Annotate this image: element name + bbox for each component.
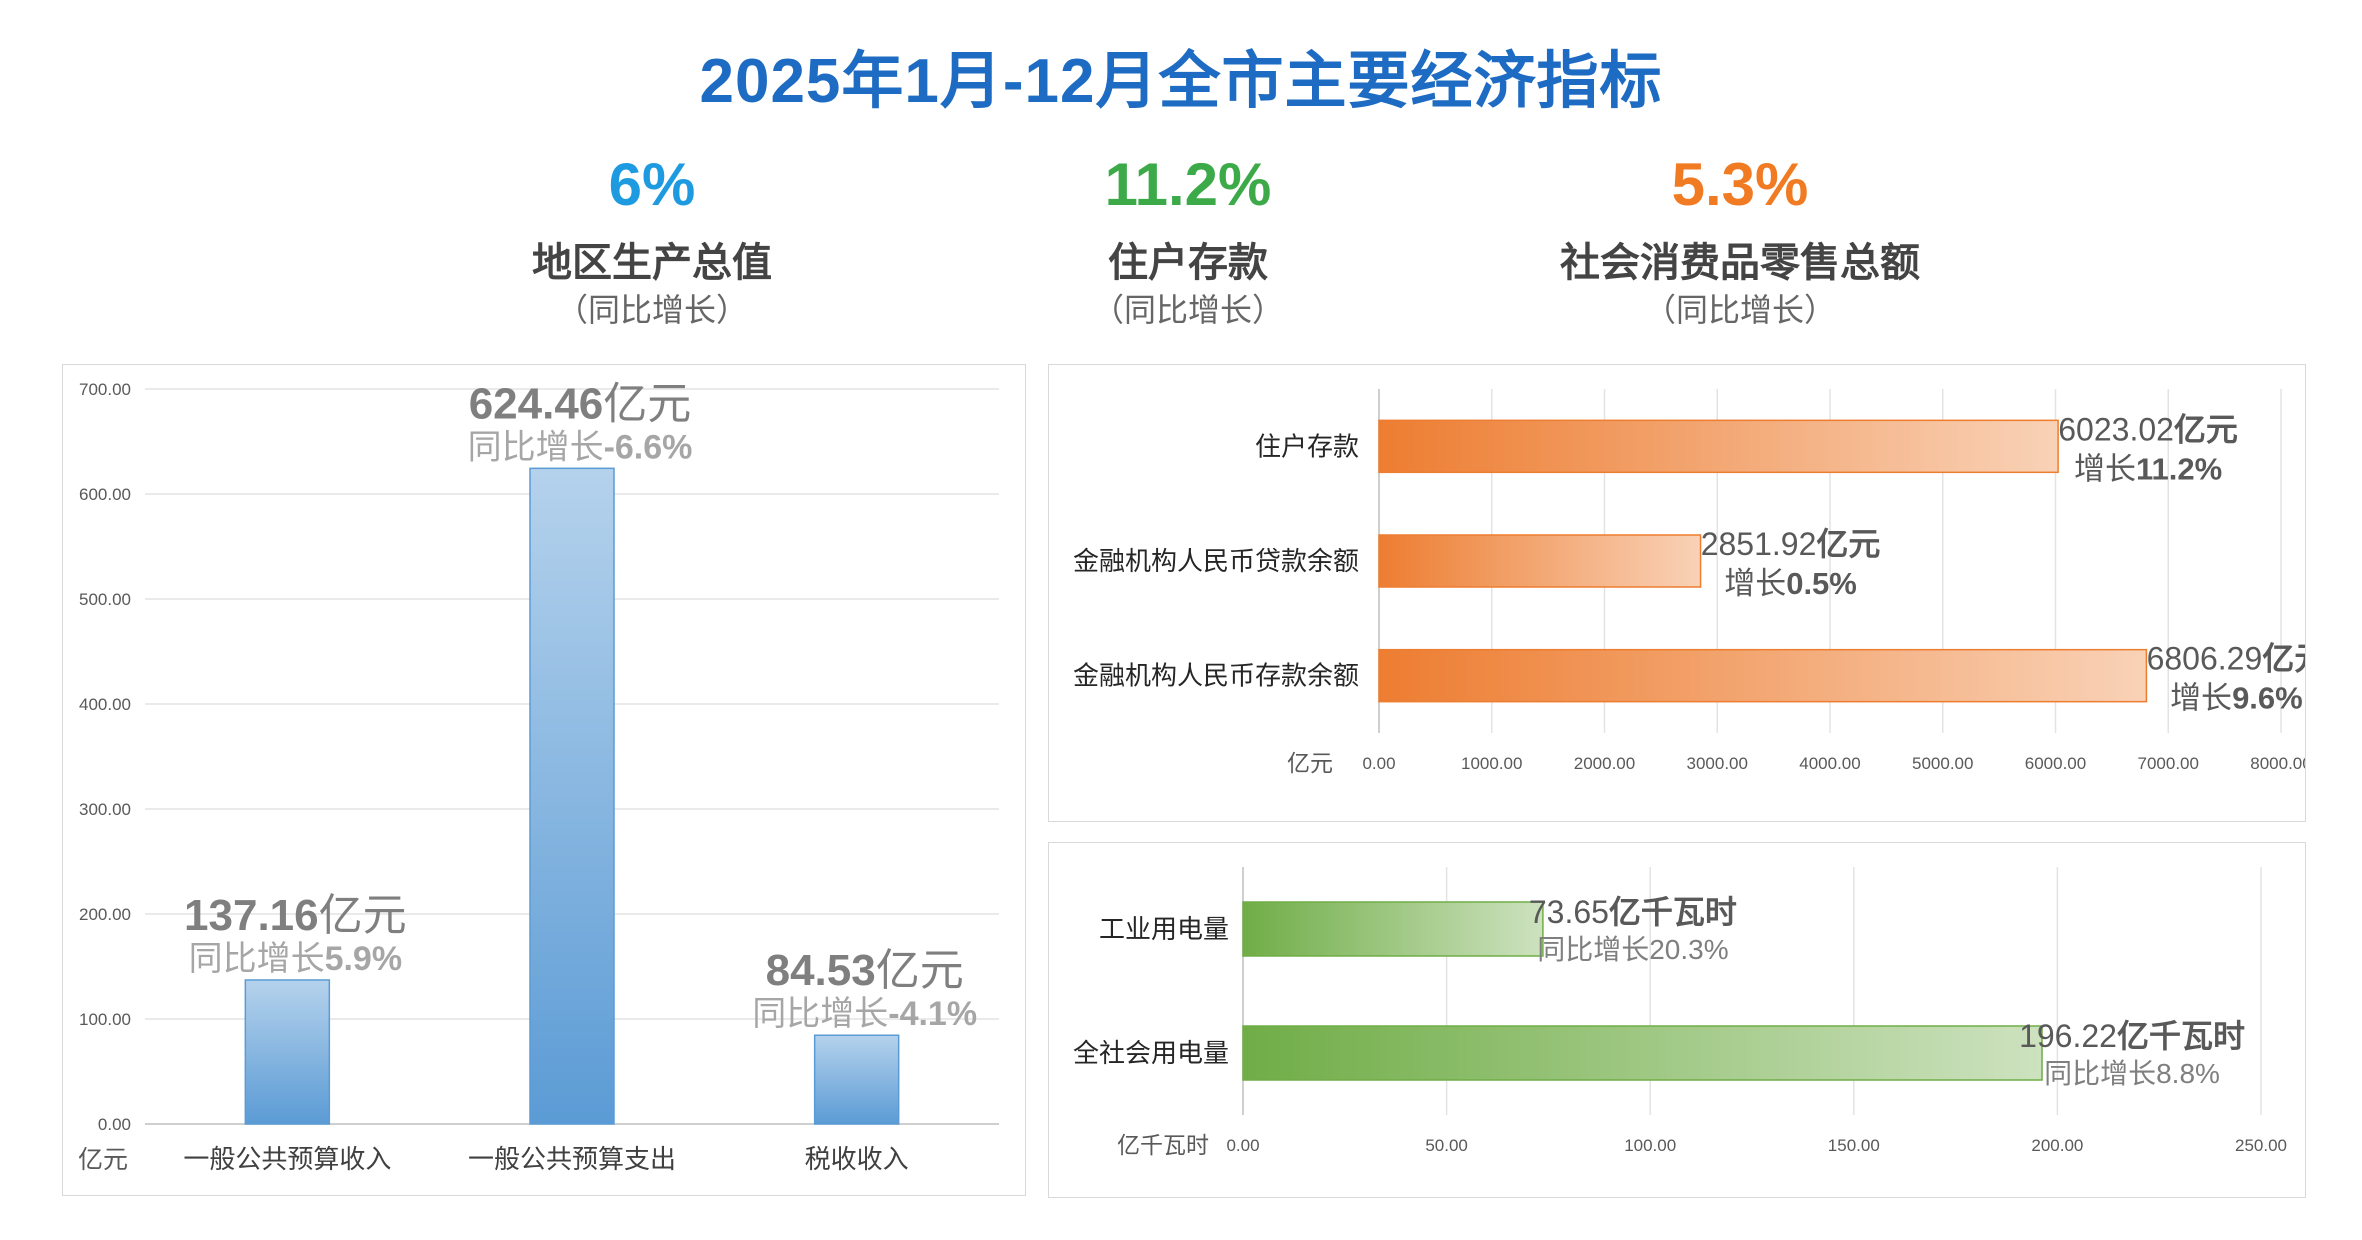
x-tick-label: 150.00: [1828, 1136, 1880, 1155]
y-tick-label: 全社会用电量: [1073, 1038, 1229, 1068]
kpi-name: 住户存款: [1108, 241, 1268, 285]
bar: [1378, 534, 1702, 588]
y-tick-label: 金融机构人民币存款余额: [1073, 661, 1359, 691]
kpi-note: （同比增长）: [1643, 292, 1836, 328]
data-label-growth: 同比增长5.9%: [189, 940, 402, 978]
bar: [813, 1034, 900, 1125]
x-tick-label: 6000.00: [2025, 754, 2086, 773]
x-tick-label: 税收收入: [805, 1144, 909, 1174]
kpi-gdp: 6% 地区生产总值 （同比增长）: [372, 150, 932, 330]
data-label-growth: 同比增长-6.6%: [468, 428, 693, 466]
data-label-value: 196.22亿千瓦时: [2019, 1018, 2245, 1054]
budget-bar-chart: 0.00 100.00 200.00 300.00 400.00 500.00 600.00…: [78, 379, 999, 1174]
kpi-name: 社会消费品零售总额: [1560, 241, 1920, 285]
data-label-growth: 同比增长-4.1%: [752, 995, 977, 1033]
kpi-note: （同比增长）: [1091, 292, 1284, 328]
kpi-household-deposits: 11.2% 住户存款 （同比增长）: [908, 150, 1468, 330]
y-tick-label: 200.00: [79, 905, 131, 924]
electricity-chart-panel: 0.00 50.00 100.00 150.00 200.00 250.00 亿千瓦时 工业用…: [1048, 842, 2306, 1198]
x-tick-label: 一般公共预算收入: [183, 1144, 391, 1174]
data-label-growth: 增长0.5%: [1724, 566, 1857, 601]
data-label-value: 6023.02亿元: [2058, 411, 2238, 447]
bar: [1242, 1025, 2043, 1081]
bar: [244, 979, 331, 1125]
bar: [1378, 648, 2148, 703]
x-tick-label: 0.00: [1226, 1136, 1259, 1155]
data-label-value: 137.16亿元: [184, 891, 407, 940]
bar: [1378, 419, 2059, 474]
x-tick-label: 0.00: [1362, 754, 1395, 773]
x-tick-label: 200.00: [2031, 1136, 2083, 1155]
x-axis-unit-label: 亿千瓦时: [1117, 1132, 1209, 1158]
x-tick-label: 50.00: [1425, 1136, 1468, 1155]
data-label-growth: 同比增长8.8%: [2044, 1058, 2220, 1089]
y-tick-label: 金融机构人民币贷款余额: [1073, 546, 1359, 576]
bar: [529, 467, 615, 1125]
data-label-value: 2851.92亿元: [1701, 526, 1881, 562]
x-tick-label: 5000.00: [1912, 754, 1973, 773]
x-axis-unit-label: 亿元: [1287, 750, 1333, 776]
y-tick-label: 600.00: [79, 485, 131, 504]
x-tick-label: 1000.00: [1461, 754, 1522, 773]
data-label-growth: 增长9.6%: [2170, 681, 2303, 716]
x-tick-label: 250.00: [2235, 1136, 2287, 1155]
x-tick-label: 2000.00: [1574, 754, 1635, 773]
y-tick-label: 400.00: [79, 695, 131, 714]
y-axis-unit-label: 亿元: [78, 1146, 128, 1174]
x-tick-label: 一般公共预算支出: [468, 1144, 676, 1174]
electricity-bar-chart: 0.00 50.00 100.00 150.00 200.00 250.00 亿千瓦时 工业用…: [1073, 867, 2287, 1158]
x-tick-label: 3000.00: [1687, 754, 1748, 773]
x-tick-label: 4000.00: [1799, 754, 1860, 773]
kpi-note: （同比增长）: [555, 292, 748, 328]
y-tick-label: 住户存款: [1255, 431, 1359, 461]
kpi-value: 6%: [608, 151, 696, 218]
y-tick-label: 工业用电量: [1099, 914, 1229, 944]
kpi-value: 11.2%: [1104, 151, 1272, 218]
y-tick-label: 500.00: [79, 590, 131, 609]
x-tick-label: 8000.00: [2250, 754, 2305, 773]
kpi-retail-sales: 5.3% 社会消费品零售总额 （同比增长）: [1460, 150, 2020, 330]
data-label-value: 84.53亿元: [766, 946, 964, 995]
budget-chart-panel: 0.00 100.00 200.00 300.00 400.00 500.00 600.00…: [62, 364, 1026, 1196]
kpi-name: 地区生产总值: [532, 241, 772, 285]
kpi-value: 5.3%: [1671, 151, 1809, 218]
x-tick-label: 100.00: [1624, 1136, 1676, 1155]
deposit-loan-bar-chart: 0.00 1000.00 2000.00 3000.00 4000.00 5000.00 6…: [1073, 389, 2326, 776]
y-tick-label: 300.00: [79, 800, 131, 819]
data-label-value: 624.46亿元: [469, 379, 692, 428]
page-title: 2025年1月-12月全市主要经济指标: [699, 47, 1663, 116]
data-label-growth: 同比增长20.3%: [1537, 934, 1728, 965]
data-label-growth: 增长11.2%: [2074, 451, 2222, 486]
y-tick-label: 700.00: [79, 380, 131, 399]
y-tick-label: 0.00: [98, 1115, 131, 1134]
data-label-value: 6806.29亿元: [2147, 641, 2305, 677]
data-label-value: 73.65亿千瓦时: [1529, 894, 1737, 930]
x-tick-label: 7000.00: [2138, 754, 2199, 773]
y-tick-label: 100.00: [79, 1010, 131, 1029]
deposit-loan-chart-panel: 0.00 1000.00 2000.00 3000.00 4000.00 5000.00 6…: [1048, 364, 2326, 822]
bar: [1242, 901, 1544, 957]
